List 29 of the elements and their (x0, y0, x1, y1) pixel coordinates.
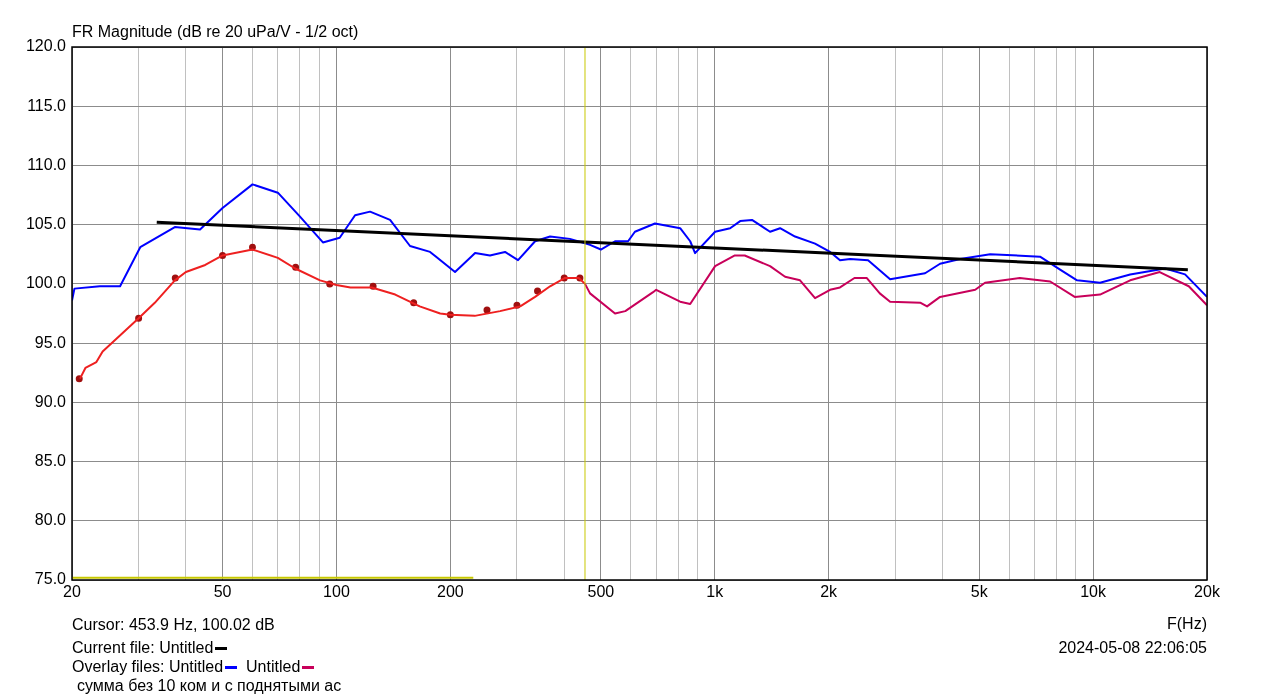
y-tick-label: 110.0 (27, 155, 67, 173)
chart-title: FR Magnitude (dB re 20 uPa/V - 1/2 oct) (72, 23, 359, 41)
y-tick-label: 95.0 (34, 333, 67, 351)
x-tick-label: 50 (213, 583, 232, 601)
x-axis-title: F(Hz) (1167, 615, 1207, 633)
text: Current file: (72, 639, 155, 656)
y-tick-label: 105.0 (25, 215, 67, 233)
y-tick-label: 100.0 (25, 274, 67, 292)
x-tick-label: 100 (323, 583, 350, 601)
x-tick-label: 20 (63, 583, 81, 601)
y-tick-label: 80.0 (34, 511, 67, 529)
legend-label: Untitled (245, 658, 301, 675)
x-tick-label: 20k (1194, 583, 1221, 601)
legend-label: Untitled (158, 639, 214, 656)
x-tick-label: 200 (436, 583, 464, 601)
x-tick-label: 10k (1080, 583, 1108, 601)
x-tick-label: 2k (820, 583, 839, 601)
y-tick-label: 85.0 (34, 451, 67, 469)
text: Cursor: 453.9 Hz, 100.02 dB (72, 616, 275, 634)
text: сумма без 10 ком и с поднятыми ас (77, 677, 342, 695)
text: 2024-05-08 22:06:05 (1058, 639, 1207, 657)
text: Overlay files: (72, 658, 165, 675)
x-tick-label: 500 (587, 583, 615, 601)
legend-label: Untitled (167, 658, 224, 675)
x-tick-label: 1k (706, 583, 725, 601)
x-tick-label: 5k (970, 583, 989, 601)
y-tick-label: 90.0 (34, 392, 67, 410)
y-tick-label: 120.0 (25, 37, 67, 55)
y-tick-label: 115.0 (27, 96, 67, 114)
